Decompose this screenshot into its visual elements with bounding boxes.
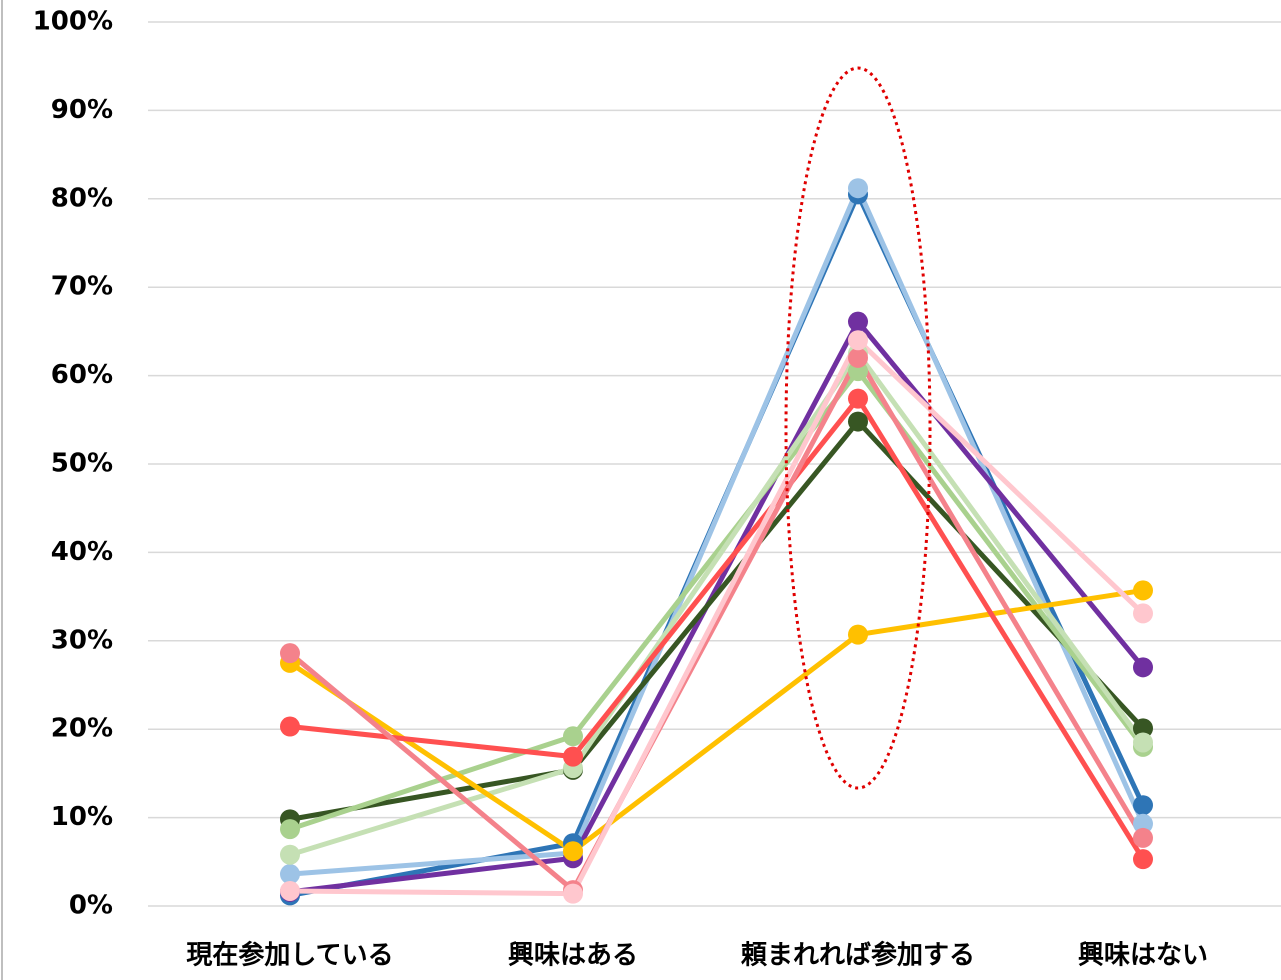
y-tick-label: 90% bbox=[51, 95, 113, 125]
data-point bbox=[280, 716, 300, 737]
series-line bbox=[288, 355, 1146, 893]
y-tick-label: 50% bbox=[51, 449, 113, 479]
y-tick-label: 0% bbox=[69, 891, 113, 921]
x-tick-label: 興味はある bbox=[508, 941, 638, 971]
y-tick-label: 30% bbox=[51, 625, 113, 655]
series-line bbox=[289, 396, 1146, 861]
data-point bbox=[848, 330, 868, 351]
y-tick-label: 70% bbox=[51, 272, 113, 302]
grid: 0% 10% 20% 30% 40% 50% 60% 70% 80% 90% 100% 現在参加してい… bbox=[33, 7, 1281, 971]
series-line bbox=[289, 191, 1146, 898]
data-point bbox=[1133, 795, 1153, 816]
data-point bbox=[280, 844, 300, 865]
y-tick-label: 20% bbox=[51, 714, 113, 744]
x-tick-label: 頼まれれば参加する bbox=[741, 940, 975, 971]
data-point bbox=[280, 880, 300, 901]
data-point bbox=[1133, 580, 1153, 601]
data-point bbox=[280, 864, 300, 885]
data-point bbox=[563, 726, 583, 747]
y-tick-label: 100% bbox=[33, 7, 113, 37]
series-line bbox=[289, 337, 1145, 897]
data-point bbox=[848, 347, 868, 368]
x-tick-label: 興味はない bbox=[1078, 941, 1208, 971]
data-point bbox=[848, 388, 868, 409]
y-tick-label: 60% bbox=[51, 360, 113, 390]
data-point bbox=[563, 746, 583, 767]
series-line bbox=[289, 351, 1146, 858]
data-point bbox=[280, 819, 300, 840]
series-line bbox=[288, 587, 1144, 854]
data-point bbox=[1133, 827, 1153, 848]
series-line bbox=[289, 368, 1145, 832]
data-point bbox=[848, 178, 868, 199]
x-tick-label: 現在参加している bbox=[186, 940, 393, 971]
data-point bbox=[1133, 603, 1153, 624]
data-point bbox=[848, 411, 868, 432]
data-point bbox=[848, 311, 868, 332]
data-point bbox=[563, 883, 583, 904]
y-tick-label: 40% bbox=[51, 537, 113, 567]
highlight-ellipse bbox=[784, 66, 932, 790]
series-line bbox=[289, 319, 1145, 895]
data-point bbox=[1133, 718, 1153, 739]
data-point bbox=[1133, 657, 1153, 678]
y-tick-label: 10% bbox=[51, 802, 113, 832]
data-point bbox=[1133, 813, 1153, 834]
data-point bbox=[1133, 732, 1153, 753]
data-point bbox=[280, 643, 300, 664]
data-point bbox=[1133, 849, 1153, 870]
series-line bbox=[289, 185, 1146, 877]
y-tick-label: 80% bbox=[51, 183, 113, 213]
plot bbox=[280, 178, 1153, 906]
data-point bbox=[563, 841, 583, 862]
series-line bbox=[289, 419, 1145, 822]
data-point bbox=[848, 624, 868, 645]
